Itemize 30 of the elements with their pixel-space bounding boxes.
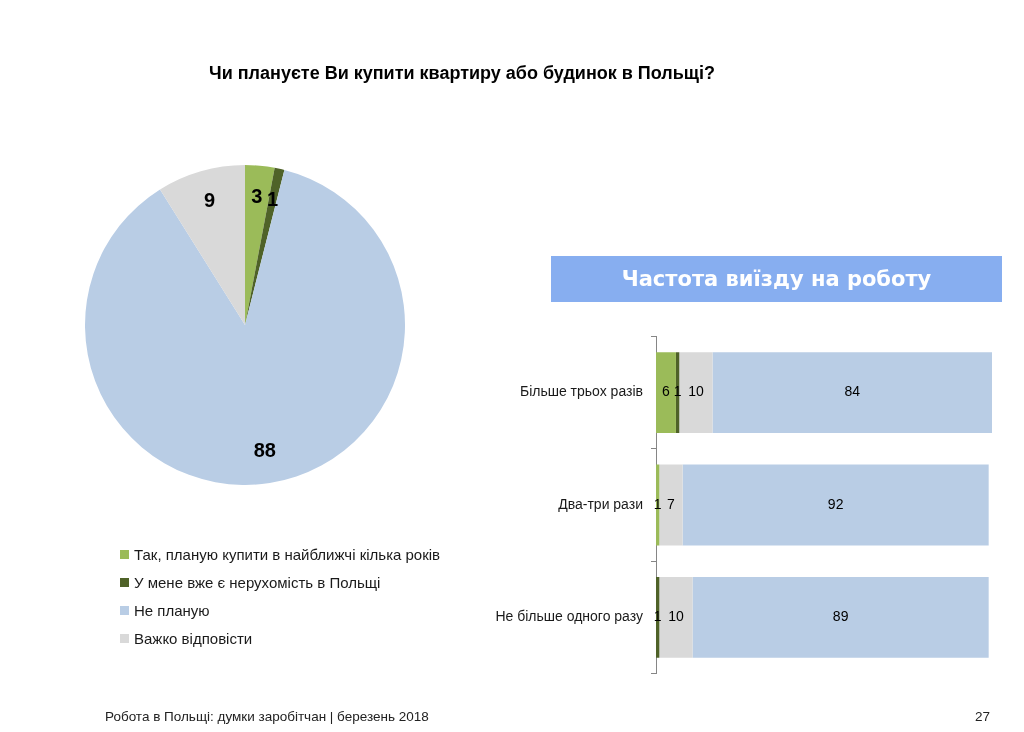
- data-label: 7: [667, 495, 676, 512]
- data-label: 3: [251, 185, 263, 208]
- data-label: 9: [204, 189, 216, 212]
- bar: [659, 576, 693, 658]
- legend-label: Так, планую купити в найближчі кілька років: [134, 545, 441, 563]
- text: Робота в Польщі: думки заробітчан | березень 2018: [105, 709, 429, 724]
- data-label: 88: [253, 438, 276, 461]
- legend-label: Не планую: [134, 601, 210, 619]
- y-tick-label: Більше трьох разів: [519, 383, 643, 400]
- bar: [682, 464, 989, 546]
- y-tick-label: Не більше одного разу: [495, 608, 643, 625]
- bar: [679, 352, 713, 434]
- bar: [712, 352, 992, 434]
- text: 27: [974, 709, 990, 724]
- data-label: 10: [688, 383, 704, 400]
- data-label: 10: [668, 608, 684, 625]
- chart-title: Чи плануєте Ви купити квартиру або будинок в Польщі?: [208, 63, 715, 83]
- data-label: 89: [832, 608, 849, 625]
- legend-label: Важко відповісти: [134, 629, 253, 647]
- data-label: 6: [662, 383, 671, 400]
- bar: [656, 352, 676, 434]
- title-banner: Частота виїзду на роботу: [551, 256, 1002, 302]
- chart-title: Частота виїзду на роботу: [621, 267, 932, 291]
- legend-label: У мене вже є нерухомість в Польщі: [134, 573, 381, 591]
- data-label: 92: [827, 495, 844, 512]
- y-tick-label: Два-три рази: [558, 495, 643, 512]
- data-label: 1: [653, 495, 662, 512]
- bar: [659, 464, 683, 546]
- bar: [692, 576, 989, 658]
- data-label: 84: [844, 383, 861, 400]
